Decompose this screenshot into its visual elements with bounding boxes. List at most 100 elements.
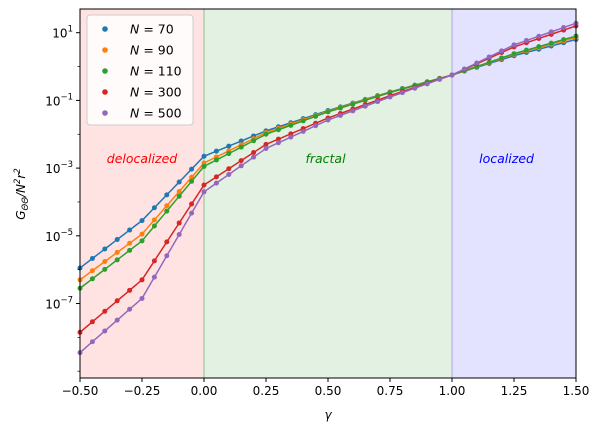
data-point: [561, 37, 567, 43]
legend-label-90: N = 90: [130, 43, 174, 58]
x-tick-label: 0.75: [377, 384, 404, 398]
legend-marker-500: [102, 110, 108, 116]
data-point: [176, 220, 182, 226]
data-point: [127, 227, 133, 233]
data-point: [102, 266, 108, 272]
data-point: [548, 40, 554, 46]
data-point: [226, 151, 232, 157]
legend-label-500: N = 500: [130, 106, 182, 121]
data-point: [127, 247, 133, 253]
data-point: [151, 217, 157, 223]
data-point: [213, 157, 219, 163]
data-point: [536, 44, 542, 50]
legend-label-300: N = 300: [130, 85, 182, 100]
data-point: [437, 76, 443, 82]
data-point: [387, 94, 393, 100]
data-point: [139, 295, 145, 301]
data-point: [139, 231, 145, 237]
data-point: [263, 145, 269, 151]
data-point: [89, 256, 95, 261]
data-point: [164, 253, 170, 259]
x-tick-label: 1.25: [501, 384, 528, 398]
region-label-localized: localized: [479, 151, 534, 166]
data-point: [412, 85, 418, 91]
data-point: [114, 237, 120, 243]
y-axis: 10−7 10−5 10−3 10−1 101: [45, 25, 80, 372]
legend-label-110: N = 110: [130, 64, 182, 79]
data-point: [89, 276, 95, 282]
data-point: [201, 182, 207, 188]
region-localized: [452, 9, 576, 378]
region-label-fractal: fractal: [305, 151, 346, 166]
data-point: [102, 246, 108, 252]
data-point: [226, 166, 232, 172]
data-point: [275, 136, 281, 142]
data-point: [300, 118, 306, 124]
data-point: [536, 33, 542, 39]
data-point: [499, 48, 505, 54]
legend-marker-70: [102, 26, 108, 32]
data-point: [511, 51, 517, 57]
data-point: [337, 105, 343, 111]
y-tick-label: 10−7: [45, 296, 73, 312]
data-point: [176, 231, 182, 237]
data-point: [362, 97, 368, 103]
y-tick-label: 101: [52, 25, 73, 41]
legend-label-70: N = 70: [130, 22, 174, 37]
data-point: [189, 210, 195, 216]
data-point: [561, 25, 567, 31]
data-point: [213, 148, 219, 154]
data-point: [548, 29, 554, 35]
data-point: [350, 101, 356, 107]
data-point: [288, 122, 294, 128]
y-axis-label: GΘΘ/N2r2: [13, 168, 31, 220]
y-axis-label-sub: ΘΘ: [21, 197, 31, 211]
data-point: [461, 66, 467, 72]
data-point: [139, 218, 145, 224]
data-point: [511, 42, 517, 48]
legend: N = 70 N = 90 N = 110 N = 300 N = 500: [86, 14, 194, 126]
data-point: [151, 258, 157, 264]
data-point: [164, 203, 170, 209]
data-point: [189, 174, 195, 180]
data-point: [375, 99, 381, 105]
data-point: [213, 180, 219, 186]
data-point: [238, 138, 244, 144]
data-point: [151, 223, 157, 229]
data-point: [89, 268, 95, 274]
data-point: [114, 257, 120, 263]
data-point: [399, 90, 405, 96]
y-axis-label-num: G: [14, 210, 28, 219]
data-point: [362, 103, 368, 109]
x-tick-label: −0.50: [62, 384, 99, 398]
data-point: [102, 259, 108, 265]
data-point: [325, 117, 331, 123]
data-point: [474, 60, 480, 66]
x-axis-label: γ: [324, 408, 332, 422]
data-point: [275, 127, 281, 133]
data-point: [226, 143, 232, 149]
data-point: [164, 192, 170, 198]
data-point: [449, 72, 455, 78]
data-point: [189, 166, 195, 172]
data-point: [523, 47, 529, 53]
data-point: [114, 298, 120, 304]
data-point: [164, 239, 170, 245]
y-tick-label: 10−5: [45, 228, 73, 244]
x-tick-label: 0.00: [191, 384, 218, 398]
region-fractal: [204, 9, 452, 378]
data-point: [102, 308, 108, 314]
region-label-delocalized: delocalized: [107, 151, 177, 166]
data-point: [226, 171, 232, 177]
data-point: [114, 317, 120, 323]
x-tick-label: 1.50: [563, 384, 590, 398]
data-point: [424, 81, 430, 87]
data-point: [201, 153, 207, 159]
data-point: [189, 178, 195, 184]
data-point: [288, 134, 294, 140]
data-point: [263, 141, 269, 147]
data-point: [201, 163, 207, 169]
series-110: [77, 33, 579, 291]
data-point: [238, 163, 244, 169]
